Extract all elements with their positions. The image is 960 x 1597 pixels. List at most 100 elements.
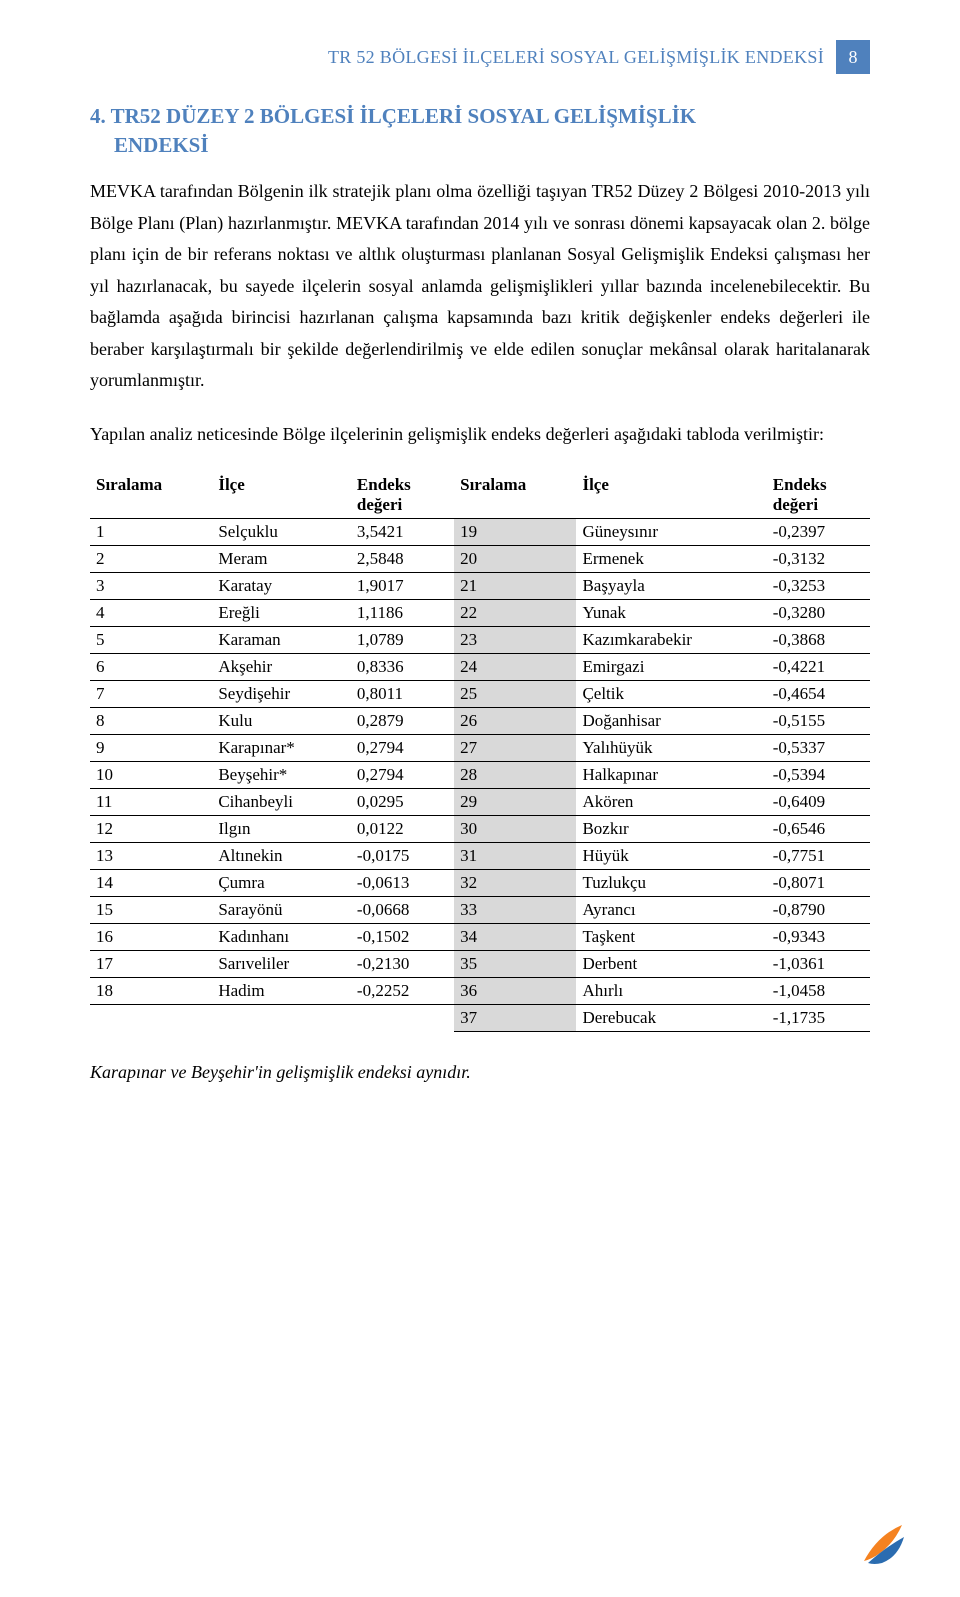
table-cell: Ereğli <box>212 600 351 627</box>
table-cell: -0,9343 <box>767 924 870 951</box>
table-cell <box>212 1005 351 1032</box>
table-row: 6Akşehir0,833624Emirgazi-0,4221 <box>90 654 870 681</box>
table-cell: 0,8011 <box>351 681 454 708</box>
page-header: TR 52 BÖLGESİ İLÇELERİ SOSYAL GELİŞMİŞLİ… <box>90 40 870 74</box>
table-cell: 16 <box>90 924 212 951</box>
th-endeks-right: Endeks değeri <box>767 472 870 519</box>
table-cell: 6 <box>90 654 212 681</box>
table-cell: Akören <box>576 789 766 816</box>
table-cell: 0,0122 <box>351 816 454 843</box>
table-cell: 2,5848 <box>351 546 454 573</box>
th-ilce-right: İlçe <box>576 472 766 519</box>
table-cell: 2 <box>90 546 212 573</box>
table-cell: 13 <box>90 843 212 870</box>
table-cell: 12 <box>90 816 212 843</box>
table-cell: 11 <box>90 789 212 816</box>
table-cell: Yalıhüyük <box>576 735 766 762</box>
table-cell: 29 <box>454 789 576 816</box>
page-number-badge: 8 <box>836 40 870 74</box>
paragraph-2: Yapılan analiz neticesinde Bölge ilçeler… <box>90 419 870 451</box>
table-row: 8Kulu0,287926Doğanhisar-0,5155 <box>90 708 870 735</box>
table-cell: 34 <box>454 924 576 951</box>
table-cell: Cihanbeyli <box>212 789 351 816</box>
table-cell: -0,3132 <box>767 546 870 573</box>
table-cell: 33 <box>454 897 576 924</box>
table-cell: -1,0361 <box>767 951 870 978</box>
table-cell: 36 <box>454 978 576 1005</box>
table-cell: -0,2252 <box>351 978 454 1005</box>
table-row: 9Karapınar*0,279427Yalıhüyük-0,5337 <box>90 735 870 762</box>
table-cell: Tuzlukçu <box>576 870 766 897</box>
table-cell: -0,2130 <box>351 951 454 978</box>
table-cell: Kazımkarabekir <box>576 627 766 654</box>
table-row: 14Çumra-0,061332Tuzlukçu-0,8071 <box>90 870 870 897</box>
table-cell: Hüyük <box>576 843 766 870</box>
th-endeks-left-line1: Endeks <box>357 475 411 494</box>
table-cell: Bozkır <box>576 816 766 843</box>
table-cell: Seydişehir <box>212 681 351 708</box>
table-cell: 27 <box>454 735 576 762</box>
table-cell: 10 <box>90 762 212 789</box>
table-cell: 14 <box>90 870 212 897</box>
table-cell: 0,2794 <box>351 735 454 762</box>
table-cell: Kulu <box>212 708 351 735</box>
table-cell: -0,4221 <box>767 654 870 681</box>
table-cell: Karatay <box>212 573 351 600</box>
table-row: 10Beyşehir*0,279428Halkapınar-0,5394 <box>90 762 870 789</box>
th-endeks-right-line1: Endeks <box>773 475 827 494</box>
table-cell: 4 <box>90 600 212 627</box>
table-cell: Ilgın <box>212 816 351 843</box>
table-cell: -0,3280 <box>767 600 870 627</box>
table-cell: 17 <box>90 951 212 978</box>
header-title: TR 52 BÖLGESİ İLÇELERİ SOSYAL GELİŞMİŞLİ… <box>328 47 824 68</box>
table-cell: -0,5155 <box>767 708 870 735</box>
table-cell: Derbent <box>576 951 766 978</box>
table-cell: Kadınhanı <box>212 924 351 951</box>
table-row: 2Meram2,584820Ermenek-0,3132 <box>90 546 870 573</box>
table-cell: -0,3868 <box>767 627 870 654</box>
th-ilce-left: İlçe <box>212 472 351 519</box>
table-cell: -0,3253 <box>767 573 870 600</box>
table-cell: 26 <box>454 708 576 735</box>
paragraph-1: MEVKA tarafından Bölgenin ilk stratejik … <box>90 176 870 397</box>
table-cell: 1,1186 <box>351 600 454 627</box>
table-row: 5Karaman1,078923Kazımkarabekir-0,3868 <box>90 627 870 654</box>
table-cell: -0,0668 <box>351 897 454 924</box>
table-cell: 21 <box>454 573 576 600</box>
table-cell: 9 <box>90 735 212 762</box>
table-row: 7Seydişehir0,801125Çeltik-0,4654 <box>90 681 870 708</box>
table-row: 11Cihanbeyli0,029529Akören-0,6409 <box>90 789 870 816</box>
th-rank-left: Sıralama <box>90 472 212 519</box>
table-cell: Ahırlı <box>576 978 766 1005</box>
table-cell: Sarayönü <box>212 897 351 924</box>
table-cell: -0,8790 <box>767 897 870 924</box>
table-cell: Karapınar* <box>212 735 351 762</box>
table-cell: Karaman <box>212 627 351 654</box>
table-row: 17Sarıveliler-0,213035Derbent-1,0361 <box>90 951 870 978</box>
table-cell: Emirgazi <box>576 654 766 681</box>
table-cell: 0,0295 <box>351 789 454 816</box>
table-cell: 28 <box>454 762 576 789</box>
table-body: 1Selçuklu3,542119Güneysınır-0,23972Meram… <box>90 519 870 1032</box>
table-row: 1Selçuklu3,542119Güneysınır-0,2397 <box>90 519 870 546</box>
table-cell: -0,7751 <box>767 843 870 870</box>
table-cell: 1 <box>90 519 212 546</box>
table-header-row: Sıralama İlçe Endeks değeri Sıralama İlç… <box>90 472 870 519</box>
table-cell: Doğanhisar <box>576 708 766 735</box>
table-cell: -0,0175 <box>351 843 454 870</box>
table-cell: -0,1502 <box>351 924 454 951</box>
section-heading-line1: 4. TR52 DÜZEY 2 BÖLGESİ İLÇELERİ SOSYAL … <box>90 104 870 129</box>
table-row: 12Ilgın0,012230Bozkır-0,6546 <box>90 816 870 843</box>
table-cell: Güneysınır <box>576 519 766 546</box>
table-cell: 8 <box>90 708 212 735</box>
footnote: Karapınar ve Beyşehir'in gelişmişlik end… <box>90 1062 870 1083</box>
table-cell: Ayrancı <box>576 897 766 924</box>
table-cell: -0,5394 <box>767 762 870 789</box>
table-cell <box>90 1005 212 1032</box>
logo-icon <box>858 1517 910 1569</box>
table-cell: -0,4654 <box>767 681 870 708</box>
table-cell: Selçuklu <box>212 519 351 546</box>
table-cell: -0,5337 <box>767 735 870 762</box>
table-row: 37Derebucak-1,1735 <box>90 1005 870 1032</box>
index-table: Sıralama İlçe Endeks değeri Sıralama İlç… <box>90 472 870 1032</box>
